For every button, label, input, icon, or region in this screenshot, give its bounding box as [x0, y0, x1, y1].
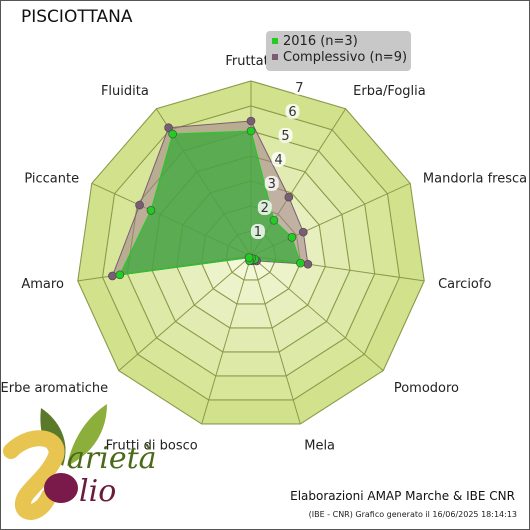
tick-label: 6: [288, 105, 296, 120]
data-point: [296, 258, 305, 268]
footer-generated: (IBE - CNR) Grafico generato il 16/06/20…: [308, 510, 517, 519]
axis-label: Erbe aromatiche: [1, 381, 108, 396]
legend-item-complessivo: Complessivo (n=9): [272, 50, 407, 65]
tick-label: 5: [281, 129, 289, 144]
axis-label: Mandorla fresca: [423, 171, 527, 186]
tick-label-bg: [257, 199, 272, 215]
logo-wordmark-varieta: arietà: [67, 441, 157, 476]
axis-label: Piccante: [24, 171, 79, 186]
varieta-olio-logo: arietà lio: [3, 404, 157, 520]
tick-label: 4: [274, 153, 282, 168]
data-point: [246, 126, 256, 136]
grid-spoke: [118, 255, 252, 371]
logo-wordmark-olio: lio: [79, 474, 116, 509]
logo-stroke: [3, 430, 65, 520]
data-point: [115, 270, 125, 280]
data-point: [299, 227, 308, 237]
legend-marker-complessivo: [272, 54, 278, 60]
axis-label: Frutti di bosco: [106, 438, 198, 453]
data-point: [303, 259, 313, 269]
tick-label-bg: [264, 175, 279, 191]
logo-leaf-light: [67, 404, 107, 466]
tick-label: 7: [295, 81, 303, 96]
legend-marker-2016: [272, 38, 278, 44]
tick-label-bg: [250, 223, 265, 239]
legend: 2016 (n=3) Complessivo (n=9): [266, 31, 411, 71]
data-point: [108, 271, 117, 281]
grid-spoke: [201, 255, 252, 425]
logo-olive: [44, 473, 78, 503]
legend-label-2016: 2016 (n=3): [283, 34, 358, 49]
data-point: [246, 116, 256, 126]
data-point: [244, 253, 254, 262]
data-point: [284, 192, 294, 202]
tick-label-bg: [292, 79, 307, 95]
axis-label: Fruttato: [225, 54, 276, 69]
legend-item-2016: 2016 (n=3): [272, 34, 358, 49]
tick-label-bg: [285, 103, 300, 119]
data-point: [135, 200, 144, 210]
axis-label: Fluidita: [101, 84, 149, 99]
chart-title: PISCIOTTANA: [21, 7, 133, 27]
axis-label: Erba/Foglia: [353, 84, 426, 99]
data-point: [146, 206, 156, 215]
tick-label: 1: [254, 225, 262, 240]
grid-spoke: [250, 255, 301, 425]
axis-label: Amaro: [21, 277, 64, 292]
data-point: [287, 233, 297, 242]
tick-label-bg: [278, 127, 293, 143]
footer-credit: Elaborazioni AMAP Marche & IBE CNR: [290, 489, 515, 503]
axis-label: Pomodoro: [394, 381, 459, 396]
tick-label: 3: [268, 177, 276, 192]
legend-label-complessivo: Complessivo (n=9): [283, 50, 408, 65]
tick-label-bg: [271, 151, 286, 167]
tick-label: 2: [261, 201, 269, 216]
grid-spoke: [250, 255, 384, 371]
data-point: [164, 123, 173, 133]
axis-label: Carciofo: [438, 277, 491, 292]
data-point: [168, 129, 177, 139]
axis-label: Mela: [304, 438, 335, 453]
data-point: [269, 215, 279, 225]
